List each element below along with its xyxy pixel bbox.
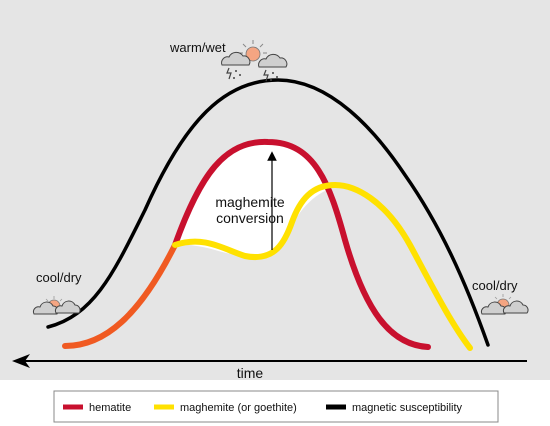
hematite-curve	[172, 138, 431, 350]
cloud-sun-icon-right	[481, 294, 529, 315]
time-axis-arrowhead	[12, 354, 30, 368]
annotation-conversion: conversion	[216, 210, 284, 226]
cloud-sun-icon-left	[33, 296, 81, 315]
legend-label-magnetic-susceptibility: magnetic susceptibility	[352, 402, 463, 414]
annotation-maghemite: maghemite	[215, 194, 284, 210]
label-cool-dry-left: cool/dry	[36, 270, 82, 285]
maghemite-curve	[172, 181, 473, 351]
legend-label-maghemite: maghemite (or goethite)	[180, 402, 297, 414]
legend-label-hematite: hematite	[89, 402, 131, 414]
label-warm-wet: warm/wet	[169, 40, 226, 55]
legend-box	[53, 390, 499, 423]
storm-cloud-sun-icon	[221, 40, 288, 82]
legend: hematite maghemite (or goethite) magneti…	[53, 390, 499, 423]
magnetic-susceptibility-curve	[46, 78, 490, 347]
label-cool-dry-right: cool/dry	[472, 278, 518, 293]
hematite-early-curve	[62, 242, 178, 349]
axis-label-time: time	[237, 365, 264, 381]
